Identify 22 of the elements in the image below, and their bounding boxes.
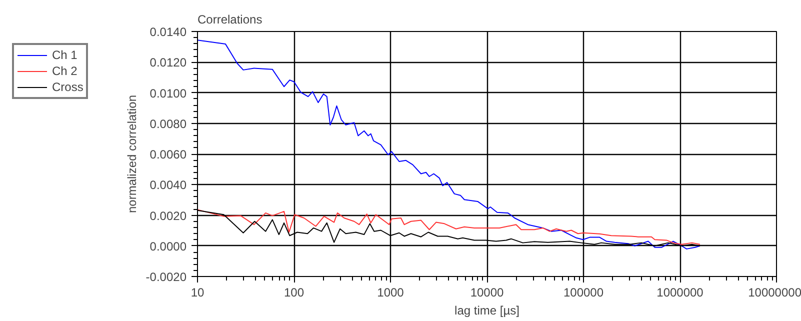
- y-tick-label: 0.0060: [150, 148, 187, 162]
- x-tick-label: 10000000: [748, 286, 801, 300]
- x-tick-label: 10000: [470, 286, 504, 300]
- legend-label: Cross: [52, 80, 84, 94]
- y-tick-label: -0.0020: [146, 270, 187, 284]
- y-tick-label: 0.0000: [150, 239, 187, 254]
- x-tick-label: 1000000: [656, 286, 704, 300]
- x-tick-label: 10: [190, 286, 204, 300]
- legend-label: Ch 1: [52, 48, 78, 62]
- legend-label: Ch 2: [52, 64, 78, 78]
- y-axis-title: normalized correlation: [124, 94, 139, 214]
- chart-title: Correlations: [198, 12, 262, 26]
- y-tick-label: 0.0120: [150, 56, 187, 70]
- y-tick-label: 0.0100: [150, 86, 187, 100]
- y-tick-label: 0.0020: [150, 208, 187, 223]
- x-tick-label: 1000: [377, 286, 404, 300]
- x-tick-label: 100: [284, 286, 304, 300]
- y-tick-label: 0.0080: [150, 116, 187, 131]
- x-axis-title: lag time [µs]: [454, 304, 520, 318]
- x-tick-label: 100000: [563, 286, 604, 300]
- y-tick-label: 0.0040: [150, 178, 187, 192]
- y-tick-label: 0.0140: [150, 25, 187, 39]
